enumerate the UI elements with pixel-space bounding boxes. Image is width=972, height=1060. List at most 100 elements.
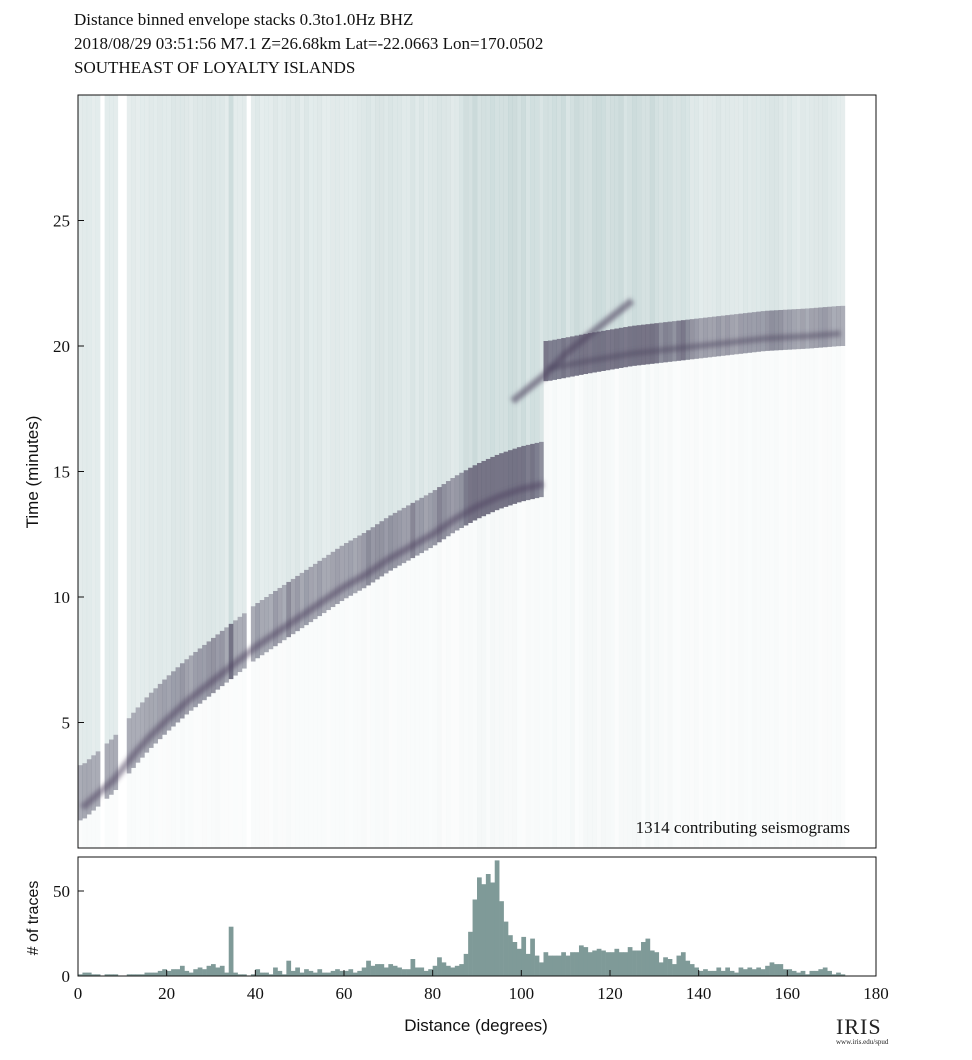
heatmap-bin-noise xyxy=(632,365,637,848)
heatmap-bin-arrival xyxy=(312,563,318,620)
heatmap-bin-coda xyxy=(654,95,659,364)
heatmap-bin-coda xyxy=(308,95,314,623)
heatmap-bin-noise xyxy=(197,703,203,848)
histogram-bar xyxy=(725,967,730,976)
heatmap-bin-noise xyxy=(233,675,238,848)
heatmap-bin-noise xyxy=(547,380,553,848)
heatmap-bin-coda xyxy=(82,95,88,819)
heatmap-bin-arrival xyxy=(321,557,327,614)
heatmap-bin-coda xyxy=(703,95,708,358)
heatmap-bin-arrival xyxy=(388,515,393,571)
heatmap-bin-noise xyxy=(596,371,602,848)
heatmap-bin-coda xyxy=(561,95,566,379)
histogram-bar xyxy=(153,972,159,976)
heatmap-bin-coda xyxy=(250,95,256,662)
heatmap-bin-coda xyxy=(379,95,385,577)
heatmap-bin-noise xyxy=(148,747,154,848)
heatmap-bin-coda xyxy=(432,95,438,546)
heatmap-bin-coda xyxy=(330,95,336,608)
histogram-bar xyxy=(614,948,620,976)
heatmap-bin-coda xyxy=(711,95,717,357)
histogram-x-tick-label: 0 xyxy=(74,984,83,1003)
heatmap-bin-noise xyxy=(397,565,402,848)
heatmap-bin-arrival xyxy=(508,450,513,506)
heatmap-bin-noise xyxy=(472,520,478,848)
heatmap-bin-coda xyxy=(481,95,487,517)
heatmap-bin-noise xyxy=(153,743,158,848)
histogram-bar xyxy=(237,974,243,976)
histogram-bar xyxy=(273,967,278,976)
histogram-bar xyxy=(321,972,327,976)
heatmap-bin-coda xyxy=(734,95,739,355)
heatmap-bin-noise xyxy=(326,610,331,848)
histogram-bar xyxy=(432,965,438,976)
histogram-bar xyxy=(645,938,651,976)
histogram-x-tick-label: 80 xyxy=(424,984,441,1003)
heatmap-bin-noise xyxy=(756,351,761,848)
heatmap-bin-coda xyxy=(193,95,198,708)
histogram-bar xyxy=(676,955,682,976)
heatmap-bin-arrival xyxy=(601,330,606,371)
heatmap-bin-coda xyxy=(188,95,194,711)
heatmap-bin-coda xyxy=(632,95,637,366)
heatmap-bin-arrival xyxy=(716,316,722,357)
histogram-bar xyxy=(104,974,110,976)
heatmap-bin-arrival xyxy=(437,487,442,543)
histogram-bar xyxy=(148,972,154,976)
heatmap-bin-arrival xyxy=(485,458,491,515)
histogram-bar xyxy=(233,972,238,976)
histogram-bar xyxy=(131,974,136,976)
heatmap-bin-noise xyxy=(317,616,323,848)
histogram-bar xyxy=(623,952,629,976)
heatmap-bin-coda xyxy=(570,95,575,377)
heatmap-bin-coda xyxy=(414,95,420,556)
heatmap-bin-arrival xyxy=(91,755,96,811)
heatmap-bin-noise xyxy=(179,718,185,848)
heatmap-bin-noise xyxy=(242,668,247,848)
heatmap-bin-noise xyxy=(627,366,633,848)
heatmap-bin-noise xyxy=(822,347,828,848)
histogram-bar xyxy=(472,899,478,976)
histogram-bar xyxy=(818,969,824,976)
histogram-y-axis-label: # of traces xyxy=(25,881,42,956)
heatmap-bin-noise xyxy=(485,514,491,848)
heatmap-bin-noise xyxy=(623,367,628,848)
histogram-x-tick-label: 20 xyxy=(158,984,175,1003)
heatmap-bin-coda xyxy=(627,95,633,367)
heatmap-bin-arrival xyxy=(281,584,287,641)
heatmap-bin-noise xyxy=(237,672,243,848)
heatmap-bin-noise xyxy=(410,558,416,848)
heatmap-bin-arrival xyxy=(228,623,234,680)
histogram-bar xyxy=(259,972,265,976)
histogram-bar xyxy=(751,969,757,976)
histogram-bar xyxy=(188,972,194,976)
heatmap-bin-arrival xyxy=(454,475,460,531)
heatmap-bin-coda xyxy=(175,95,181,723)
heatmap-bin-coda xyxy=(840,95,846,346)
heatmap-bin-arrival xyxy=(822,307,828,348)
heatmap-bin-coda xyxy=(663,95,668,363)
histogram-bar xyxy=(641,942,646,976)
histogram-bar xyxy=(113,974,119,976)
heatmap-bin-noise xyxy=(654,363,659,848)
heatmap-bin-arrival xyxy=(734,314,739,355)
heatmap-bin-noise xyxy=(131,767,136,848)
histogram-bar xyxy=(774,964,779,976)
pkp-onset-front xyxy=(547,330,841,372)
heatmap-bin-noise xyxy=(459,527,464,848)
pkp-branch-front xyxy=(510,298,635,404)
histogram-bar xyxy=(242,974,247,976)
histogram-bar xyxy=(468,931,473,976)
heatmap-bin-coda xyxy=(131,95,136,768)
histogram-bar xyxy=(91,974,97,976)
heatmap-bin-noise xyxy=(441,539,447,848)
heatmap-bin-coda xyxy=(698,95,704,359)
heatmap-bin-arrival xyxy=(264,597,269,653)
histogram-bar xyxy=(765,965,770,976)
histogram-bar xyxy=(140,974,145,976)
heatmap-bin-arrival xyxy=(335,548,340,605)
heatmap-bin-noise xyxy=(419,553,424,848)
heatmap-bin-noise xyxy=(605,370,611,848)
heatmap-bin-coda xyxy=(680,95,686,361)
heatmap-bin-arrival xyxy=(800,308,806,349)
